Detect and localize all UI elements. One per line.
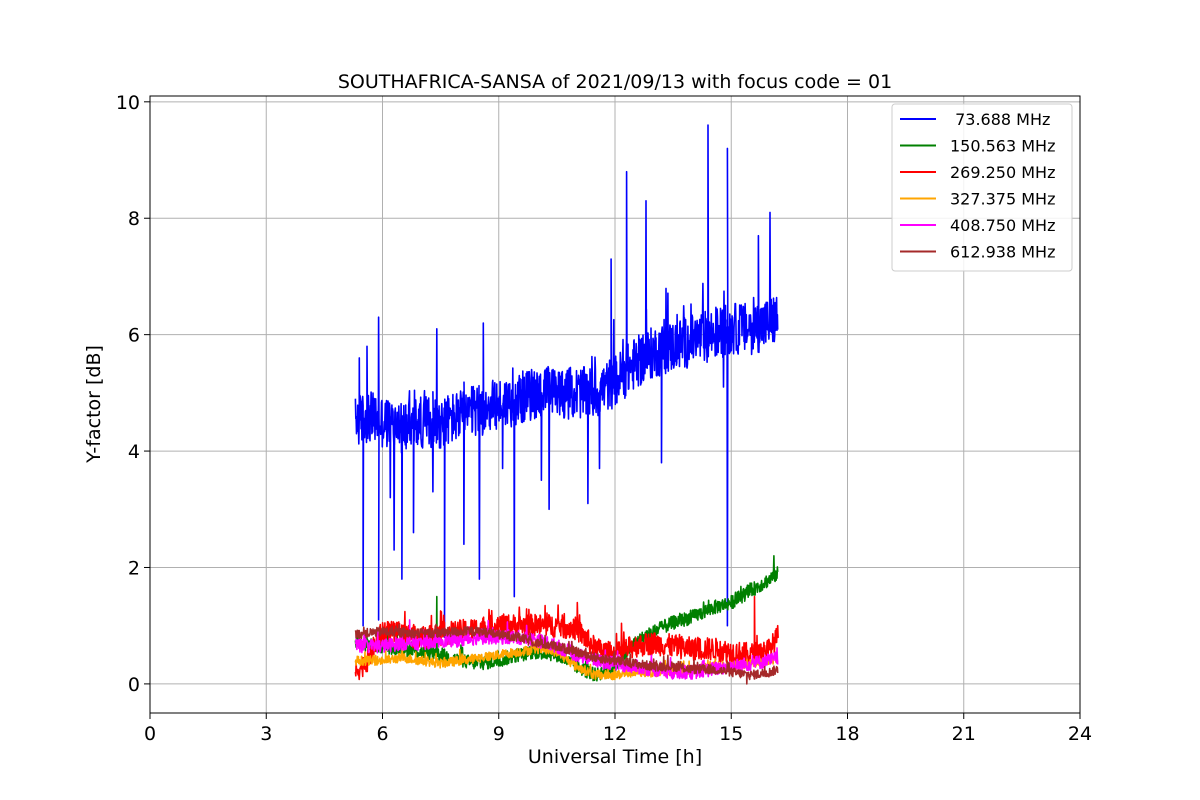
x-tick-label: 24 [1068,723,1092,745]
x-tick-label: 6 [376,723,388,745]
x-tick-label: 12 [603,723,627,745]
x-tick-label: 21 [952,723,976,745]
y-tick-label: 10 [116,92,140,114]
x-tick-label: 9 [493,723,505,745]
x-tick-label: 0 [144,723,156,745]
x-tick-label: 3 [260,723,272,745]
legend-label-4: 408.750 MHz [950,216,1055,235]
legend-label-2: 269.250 MHz [950,163,1055,182]
y-axis-label: Y-factor [dB] [83,345,105,464]
x-tick-label: 18 [835,723,859,745]
x-ticks: 0 3 6 9 12 15 18 21 24 [144,713,1092,745]
x-tick-label: 15 [719,723,743,745]
legend-box [891,103,1073,272]
chart-title: SOUTHAFRICA-SANSA of 2021/09/13 with foc… [338,71,892,93]
legend: 73.688 MHz 150.563 MHz 269.250 MHz 327.375 … [891,103,1073,272]
y-tick-label: 8 [128,208,140,230]
legend-label-5: 612.938 MHz [950,243,1055,262]
y-tick-label: 0 [128,674,140,696]
y-ticks: 0 2 4 6 8 10 [116,92,150,696]
legend-label-0: 73.688 MHz [950,110,1050,129]
legend-label-3: 327.375 MHz [950,190,1055,209]
y-tick-label: 6 [128,325,140,347]
series-line-5 [354,623,779,685]
x-axis-label: Universal Time [h] [528,746,702,768]
series-layer [354,124,779,685]
series-line-0 [354,124,779,639]
y-tick-label: 2 [128,557,140,579]
y-tick-label: 4 [128,441,140,463]
series-line-2 [354,595,779,681]
legend-label-1: 150.563 MHz [950,137,1055,156]
